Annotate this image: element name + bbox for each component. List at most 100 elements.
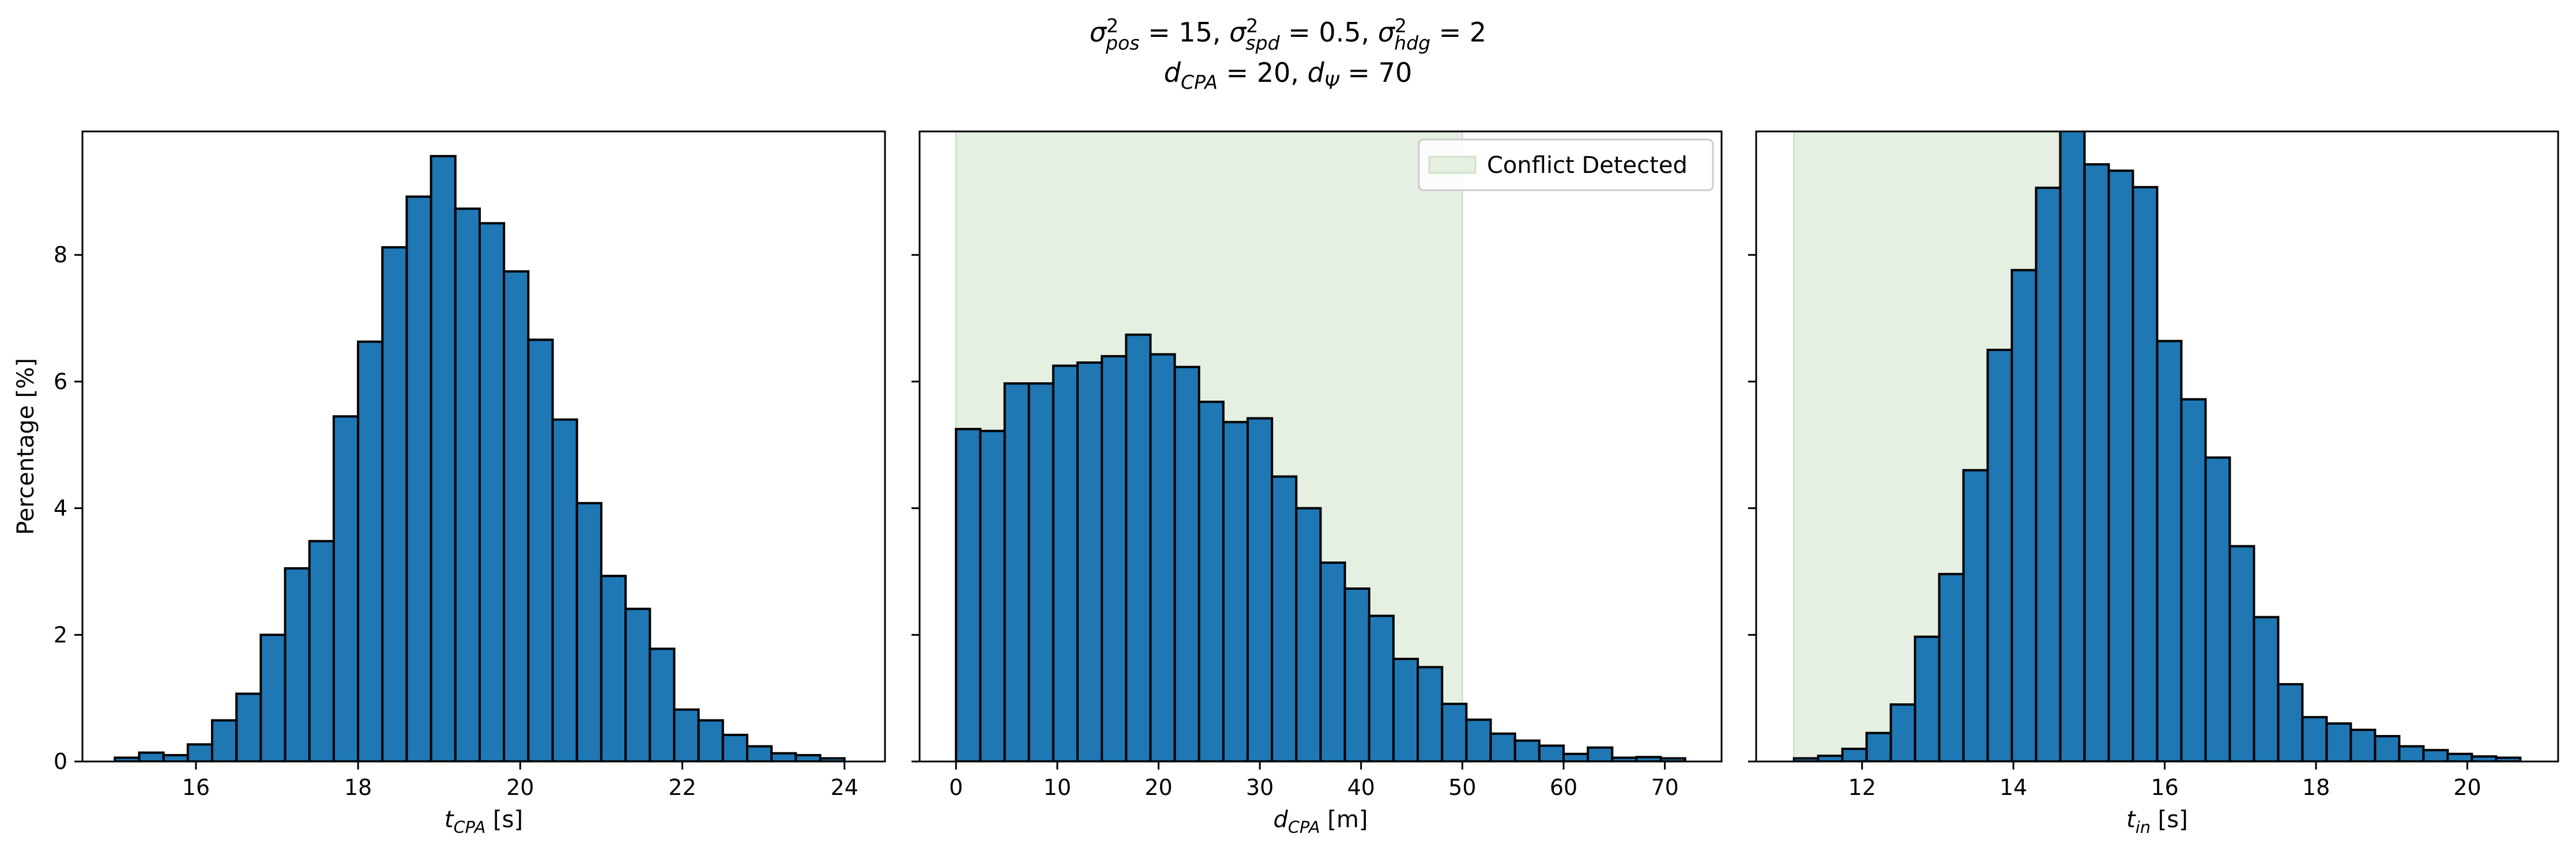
x-tick-label: 16 [2151,775,2178,800]
histogram-bar [2325,722,2352,761]
histogram-bar [2349,729,2377,761]
histogram-bar [1865,732,1892,761]
histogram-bar [2422,749,2449,761]
axes-frame [1755,130,2559,763]
histogram-bar [2180,398,2207,761]
histogram-bar [1465,718,1492,761]
histogram-bar [1246,417,1274,761]
histogram-bar [649,647,676,761]
histogram-bar [2228,545,2255,761]
x-tick-label: 24 [831,775,858,800]
histogram-bar [979,429,1006,761]
axes-frame [918,130,1723,763]
histogram-bar [1343,587,1370,761]
histogram-bar [503,270,530,761]
x-tick-label: 14 [1999,775,2027,800]
histogram-bar [2374,735,2401,761]
histogram-bar [819,757,846,761]
histogram-bar [357,340,384,761]
histogram-bar [955,428,982,761]
histogram-bar [1368,615,1395,761]
legend-label: Conflict Detected [1487,152,1688,179]
histogram-bar [2398,745,2425,761]
x-tick-label: 20 [2453,775,2481,800]
histogram-bar [2131,186,2159,761]
histogram-bar [794,754,822,761]
histogram-bar [1197,401,1225,761]
histogram-bar [1392,658,1419,761]
y-axis-label: Percentage [%] [13,358,39,535]
panel-t_in: 12 14 16 18 20 tin [s] [1748,130,2559,837]
x-tick-label: 18 [2302,775,2330,800]
histogram-bar [162,754,189,761]
histogram-bar [1101,355,1128,761]
histogram-bar [2010,269,2038,761]
histogram-bar [259,634,287,761]
x-tick-label: 40 [1347,775,1375,800]
histogram-bar [381,246,408,761]
histogram-bar [2495,756,2522,761]
histogram-bar [1841,748,1868,761]
y-tick-label: 8 [54,242,67,267]
histogram-bar [1271,475,1298,761]
x-tick-label: 22 [668,775,696,800]
histogram-bar [1538,744,1565,761]
histogram-bar [2035,186,2062,761]
histogram-bar [624,608,651,761]
histogram-bar [1027,382,1054,761]
histogram-bar [235,692,262,761]
histogram-bar [2107,169,2134,761]
histogram-bar [210,719,238,761]
x-tick-label: 10 [1044,775,1071,800]
x-tick-label: 60 [1550,775,1577,800]
histogram-bar [2083,163,2110,761]
histogram-bar [551,418,578,761]
x-tick-label: 16 [182,775,210,800]
x-tick-label: 30 [1246,775,1274,800]
histogram-bar [430,154,457,761]
histogram-bar [2277,683,2304,761]
histogram-bar [770,752,797,761]
histogram-bar [1149,353,1176,761]
y-tick-label: 0 [54,749,67,774]
histogram-bar [1513,739,1541,761]
histogram-bar [527,338,554,761]
histogram-bar [1914,635,1941,761]
histogram-bar [1587,746,1614,761]
histogram-bar [478,222,506,761]
histogram-bar [284,567,311,761]
y-tick-label: 4 [54,496,67,521]
bars [114,154,846,761]
histogram-bar [721,733,748,761]
histogram-bar [697,719,724,761]
histogram-bar [2446,752,2473,761]
x-tick-label: 12 [1848,775,1876,800]
histogram-bar [575,502,602,761]
histogram-bar [2059,131,2086,761]
x-tick-label: 20 [1144,775,1172,800]
x-axis-label: tCPA [s] [445,806,523,837]
figure-title-line-1: σ2 pos = 15, σ2 spd = 0.5, σ2 hdg = 2 [1090,14,1486,54]
axes-frame [81,130,886,763]
legend-swatch [1428,156,1477,174]
x-tick-label: 50 [1448,775,1476,800]
histogram-bar [1319,561,1346,761]
histogram-bar [2156,340,2183,761]
histogram-bar [1659,757,1686,761]
figure-title-line-2: dCPA = 20, dΨ = 70 [1164,57,1412,93]
histogram-bar [1562,752,1590,761]
x-axis-label: dCPA [m] [1273,806,1368,837]
histogram-bar [1125,333,1152,761]
histogram-bar [332,415,360,761]
histogram-bar [1003,382,1030,761]
y-tick-label: 2 [54,622,67,647]
panel-d_cpa: 0 10 20 30 40 50 60 70 dCPA [m] Conflict Detected [912,130,1723,837]
bars [955,333,1686,761]
x-tick-label: 20 [506,775,534,800]
histogram-bar [1052,364,1079,761]
x-axis-label: tin [s] [2126,806,2188,837]
histogram-bar [454,208,481,761]
x-tick-label: 70 [1651,775,1678,800]
